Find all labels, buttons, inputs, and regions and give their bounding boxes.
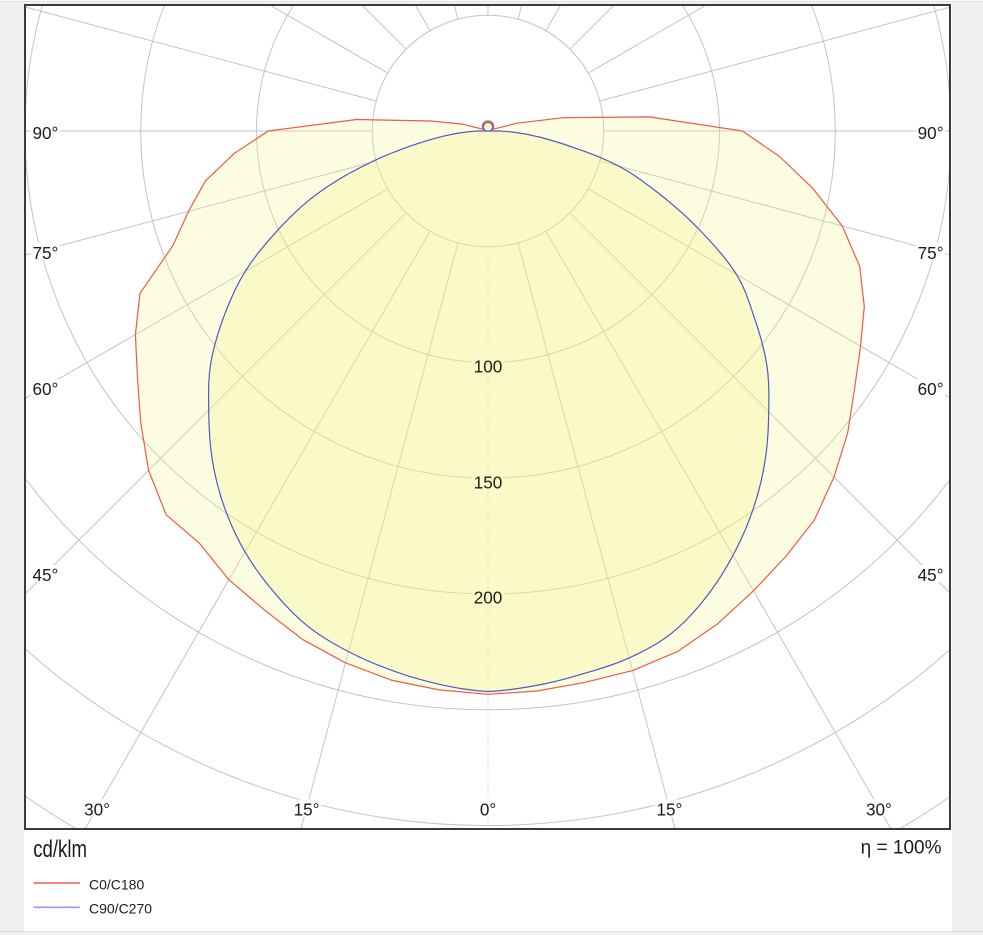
svg-text:C0/C180: C0/C180 [89,876,144,892]
svg-text:90°: 90° [32,122,58,143]
svg-text:75°: 75° [918,243,944,264]
svg-text:60°: 60° [918,378,944,399]
svg-text:45°: 45° [918,565,944,586]
svg-text:30°: 30° [84,799,110,820]
svg-text:45°: 45° [32,565,58,586]
svg-text:0°: 0° [480,799,496,820]
svg-text:75°: 75° [32,243,58,264]
svg-text:cd/klm: cd/klm [33,834,87,862]
svg-text:150: 150 [474,472,503,493]
svg-text:η = 100%: η = 100% [861,838,942,859]
svg-text:90°: 90° [918,122,944,143]
svg-text:100: 100 [474,356,503,377]
svg-text:15°: 15° [294,799,320,820]
svg-text:200: 200 [474,587,503,608]
svg-text:60°: 60° [32,378,58,399]
svg-text:30°: 30° [866,799,892,820]
svg-text:C90/C270: C90/C270 [89,900,152,916]
svg-text:15°: 15° [656,799,682,820]
